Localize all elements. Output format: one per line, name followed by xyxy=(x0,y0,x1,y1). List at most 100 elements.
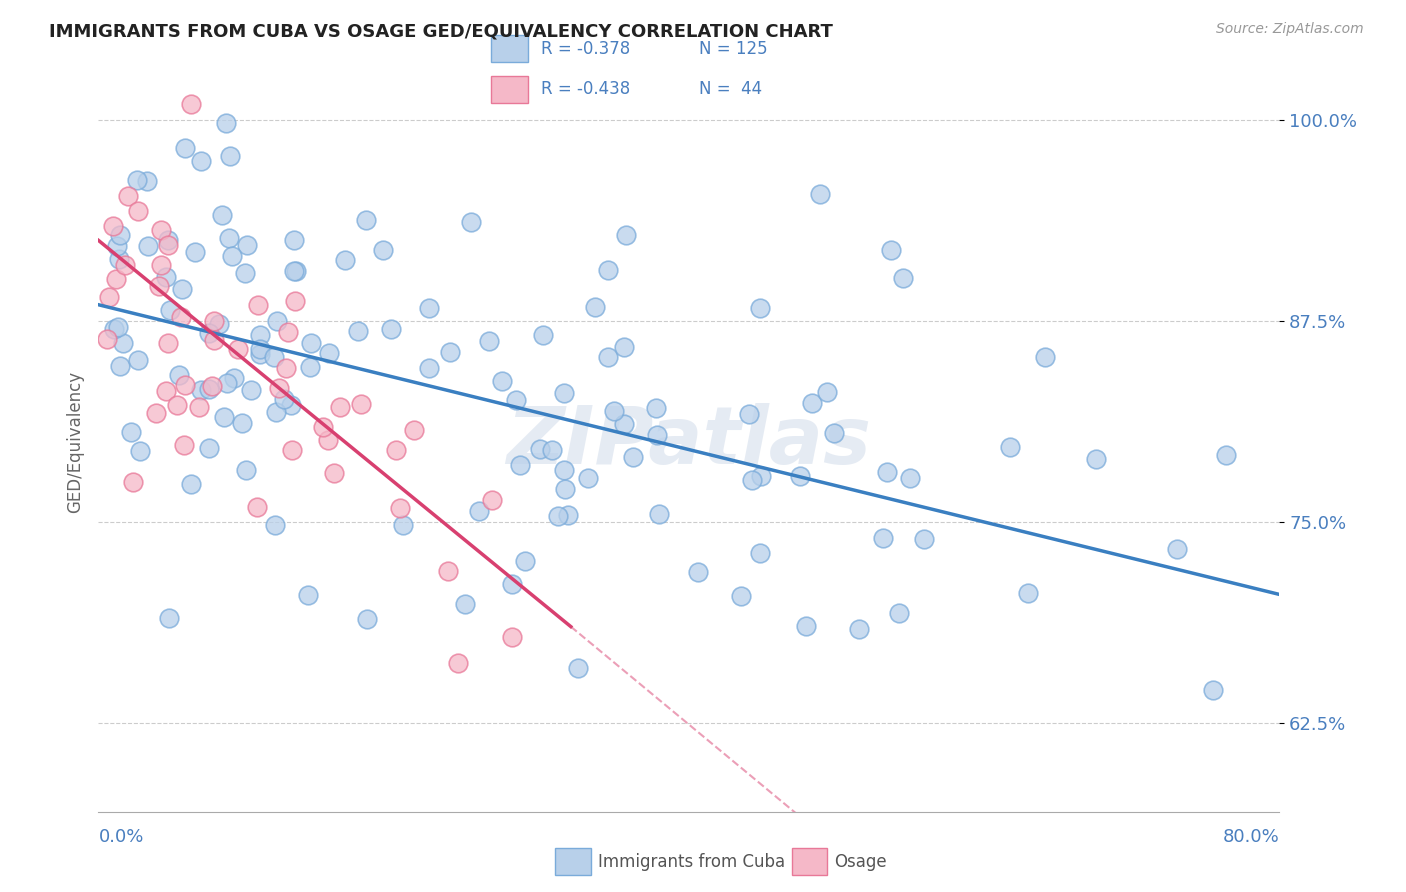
Point xyxy=(266,405,288,419)
Point xyxy=(202,313,225,327)
Point xyxy=(127,203,149,218)
Point xyxy=(138,238,160,252)
Text: R = -0.378: R = -0.378 xyxy=(541,40,630,58)
Point xyxy=(316,434,339,448)
Text: Immigrants from Cuba: Immigrants from Cuba xyxy=(598,853,785,871)
Text: 0.0%: 0.0% xyxy=(98,828,143,846)
Point xyxy=(105,272,128,286)
Point xyxy=(173,438,195,452)
Point xyxy=(749,468,772,483)
Point xyxy=(218,231,240,245)
Point xyxy=(97,290,120,304)
Point xyxy=(239,383,262,397)
Point xyxy=(190,383,212,397)
Point xyxy=(460,214,482,228)
Point xyxy=(350,397,373,411)
Point xyxy=(749,546,772,560)
Point xyxy=(114,259,136,273)
Point xyxy=(155,384,177,398)
Point xyxy=(547,508,569,523)
Text: Osage: Osage xyxy=(834,853,886,871)
Point xyxy=(800,396,823,410)
Point xyxy=(645,401,668,415)
Point xyxy=(356,612,378,626)
Point xyxy=(148,279,170,293)
Point xyxy=(280,399,302,413)
Point xyxy=(172,282,194,296)
Point xyxy=(297,588,319,602)
Point xyxy=(212,409,235,424)
Point xyxy=(998,440,1021,454)
Point xyxy=(96,332,118,346)
Point xyxy=(249,327,271,342)
Point xyxy=(198,382,221,396)
Point xyxy=(103,322,125,336)
Point xyxy=(155,269,177,284)
Point xyxy=(231,416,253,430)
Point xyxy=(201,378,224,392)
Point xyxy=(235,463,257,477)
Point xyxy=(117,188,139,202)
Point xyxy=(481,492,503,507)
Point xyxy=(150,258,173,272)
Point xyxy=(388,500,411,515)
Point xyxy=(245,500,267,514)
Y-axis label: GED/Equivalency: GED/Equivalency xyxy=(66,370,84,513)
Point xyxy=(110,359,132,373)
Point xyxy=(157,611,180,625)
Point xyxy=(329,400,352,414)
Point xyxy=(228,343,250,357)
Point xyxy=(267,381,290,395)
Point xyxy=(249,342,271,356)
Point xyxy=(887,607,910,621)
Point xyxy=(509,458,531,472)
Point xyxy=(156,336,179,351)
Point xyxy=(301,335,323,350)
Point xyxy=(371,243,394,257)
Point xyxy=(491,374,513,388)
Point xyxy=(273,392,295,406)
Point xyxy=(283,233,305,247)
Point xyxy=(127,352,149,367)
Point xyxy=(1166,541,1188,556)
Point xyxy=(284,294,307,309)
Point xyxy=(553,462,575,476)
Point xyxy=(107,252,129,266)
Point xyxy=(529,442,551,457)
Point xyxy=(322,467,344,481)
Point xyxy=(914,533,936,547)
Point xyxy=(380,322,402,336)
Point xyxy=(236,237,259,252)
Point xyxy=(105,239,128,253)
Point xyxy=(808,187,831,202)
Point xyxy=(217,376,239,390)
Point xyxy=(198,442,221,456)
Point xyxy=(110,227,132,242)
Text: ZIPatlas: ZIPatlas xyxy=(506,402,872,481)
Point xyxy=(437,564,460,578)
Point xyxy=(531,328,554,343)
Point xyxy=(180,476,202,491)
Point xyxy=(215,115,238,129)
Point xyxy=(557,508,579,522)
Bar xyxy=(491,36,527,62)
Point xyxy=(180,96,202,111)
Point xyxy=(121,475,143,489)
Point xyxy=(447,656,470,670)
Point xyxy=(167,368,190,382)
Point xyxy=(454,597,477,611)
Point xyxy=(202,333,225,347)
Text: Source: ZipAtlas.com: Source: ZipAtlas.com xyxy=(1216,22,1364,37)
Point xyxy=(738,407,761,421)
Point xyxy=(418,301,440,315)
Point xyxy=(794,619,817,633)
Point xyxy=(174,378,197,392)
Point xyxy=(872,531,894,545)
Point xyxy=(880,243,903,257)
Point xyxy=(184,244,207,259)
Point xyxy=(166,398,188,412)
Point xyxy=(333,252,356,267)
Point xyxy=(1017,586,1039,600)
Point xyxy=(554,483,576,497)
Point xyxy=(277,326,299,340)
